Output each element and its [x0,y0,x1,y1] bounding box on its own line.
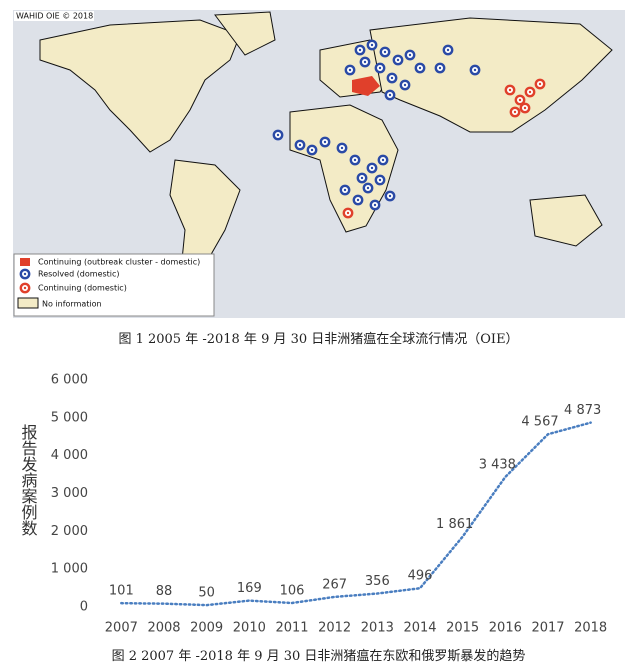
data-label: 101 [109,584,134,599]
x-tick-label: 2016 [489,621,522,636]
x-tick-label: 2012 [318,621,351,636]
data-label: 496 [408,569,433,584]
world-map: WAHID OIE © 2018 Continuing (outbreak cl… [13,10,625,318]
legend-box [13,253,215,317]
y-tick-label: 3 000 [51,486,88,501]
data-label: 267 [322,577,347,592]
legend-label: Continuing (domestic) [38,284,127,293]
x-tick-label: 2014 [403,621,436,636]
australia [529,194,603,247]
y-tick-label: 6 000 [51,373,88,388]
asia [369,17,613,133]
red-cluster [352,76,380,96]
y-tick-label: 4 000 [51,448,88,463]
x-tick-label: 2009 [190,621,223,636]
chart: 报告发病案例数 0 1 000 2 000 3 000 4 000 5 000 6 000 2… [19,373,608,636]
x-tick-label: 2018 [574,621,607,636]
data-label: 169 [237,581,262,596]
map-credit: WAHID OIE © 2018 [16,12,93,21]
trend-line [120,421,592,607]
data-label: 3 438 [479,457,516,472]
x-tick-label: 2015 [446,621,479,636]
figure-caption: 图 2 2007 年 -2018 年 9 月 30 日非洲猪瘟在东欧和俄罗斯暴发… [111,649,526,664]
y-axis-label: 报告发病案例数 [19,424,38,536]
data-label: 88 [156,584,173,599]
x-tick-label: 2010 [233,621,266,636]
figure-caption: 图 1 2005 年 -2018 年 9 月 30 日非洲猪瘟在全球流行情况（O… [118,332,519,347]
x-tick-label: 2007 [105,621,138,636]
y-tick-label: 2 000 [51,524,88,539]
y-tick-label: 5 000 [51,410,88,425]
data-label: 50 [198,586,215,601]
credit-box [14,11,94,21]
data-label: 356 [365,574,390,589]
data-label: 1 861 [436,517,473,532]
africa [289,104,399,233]
y-tick-label: 0 [80,600,88,615]
data-label: 4 567 [521,415,558,430]
x-tick-label: 2017 [531,621,564,636]
legend-swatch [17,297,39,309]
legend-label: Resolved (domestic) [38,270,120,279]
x-tick-label: 2008 [147,621,180,636]
map-legend: Continuing (outbreak cluster - domestic)… [13,253,215,317]
legend-label: Continuing (outbreak cluster - domestic) [38,258,200,267]
x-tick-label: 2011 [275,621,308,636]
north-america [39,19,241,153]
greenland [214,11,276,56]
data-label: 4 873 [564,403,601,418]
x-tick-label: 2013 [361,621,394,636]
data-label: 106 [280,583,305,598]
y-tick-label: 1 000 [51,562,88,577]
legend-swatch [20,258,30,266]
legend-label: No information [42,300,102,309]
